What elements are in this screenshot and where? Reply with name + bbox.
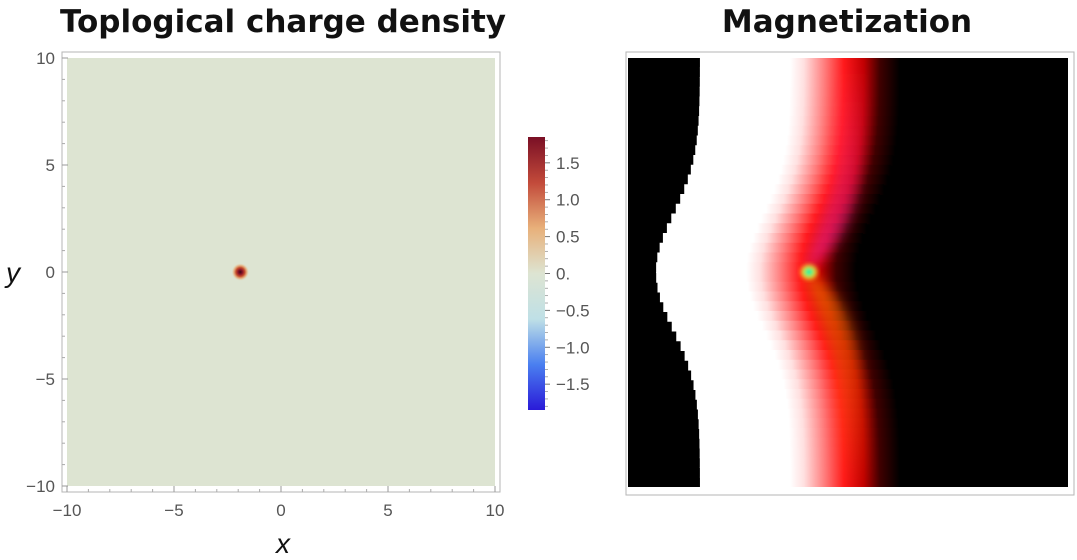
- y-tick-label: −5: [36, 370, 55, 389]
- wall-row: [696, 398, 897, 410]
- y-tick-label: −10: [26, 477, 55, 496]
- colorbar-bar: [528, 137, 545, 410]
- wall-row: [663, 301, 864, 312]
- density-background: [67, 58, 495, 486]
- x-tick-label: −10: [53, 501, 82, 520]
- wall-row: [698, 418, 899, 429]
- wall-row: [699, 106, 900, 117]
- wall-row: [699, 58, 900, 69]
- y-axis-label: y: [4, 257, 22, 288]
- colorbar-tick-label: 0.: [556, 265, 570, 284]
- wall-row: [699, 437, 900, 449]
- wall-row: [666, 223, 867, 234]
- wall-row: [699, 447, 900, 459]
- wall-row: [695, 389, 896, 400]
- wall-row: [695, 145, 896, 156]
- wall-row: [699, 457, 900, 468]
- wall-row: [680, 340, 881, 351]
- wall-row: [684, 350, 885, 361]
- colorbar-tick-label: −1.5: [556, 375, 590, 394]
- wall-row: [680, 194, 881, 205]
- wall-row: [662, 233, 863, 244]
- x-tick-label: 10: [486, 501, 505, 520]
- wall-row: [693, 379, 894, 390]
- wall-row: [699, 86, 900, 98]
- y-tick-label: 10: [36, 49, 55, 68]
- colorbar-tick-label: −0.5: [556, 301, 590, 320]
- wall-row: [671, 320, 872, 332]
- x-tick-group: −10 −5 0 5 10: [53, 486, 505, 520]
- wall-lower-tint: [806, 272, 870, 487]
- wall-row: [687, 174, 888, 186]
- wall-row: [699, 67, 900, 78]
- colorbar-tick-label: 0.5: [556, 228, 580, 247]
- wall-row: [699, 467, 900, 478]
- density-peak: [231, 263, 250, 281]
- wall-row: [656, 272, 857, 283]
- wall-row: [699, 77, 900, 88]
- wall-row: [697, 408, 898, 420]
- x-tick-label: 5: [383, 501, 392, 520]
- colorbar: 1.5 1.0 0.5 0. −0.5 −1.0 −1.5: [528, 137, 590, 410]
- magnetization-plot: [625, 51, 1075, 496]
- wall-row: [657, 281, 858, 293]
- wall-row: [667, 311, 868, 322]
- x-axis-label: x: [274, 528, 291, 559]
- wall-row: [659, 291, 860, 303]
- y-tick-label: 5: [46, 156, 55, 175]
- wall-row: [688, 359, 889, 371]
- colorbar-tick-label: 1.5: [556, 154, 580, 173]
- x-tick-label: −5: [164, 501, 183, 520]
- x-tick-label: 0: [276, 501, 285, 520]
- wall-row: [691, 369, 892, 381]
- wall-row: [693, 155, 894, 166]
- magnetization-title: Magnetization: [721, 4, 973, 40]
- wall-row: [698, 116, 899, 127]
- y-tick-group: 10 5 0 −5 −10: [26, 49, 68, 496]
- colorbar-tick-label: 1.0: [556, 191, 580, 210]
- wall-row: [690, 164, 891, 176]
- colorbar-tick-label: −1.0: [556, 338, 590, 357]
- wall-row: [671, 213, 872, 225]
- wall-row: [659, 242, 860, 254]
- charge-density-plot: −10 −5 0 5 10 10 5 0 −5 −10 x y: [4, 49, 504, 559]
- wall-upper-tint: [806, 58, 870, 270]
- wall-row: [656, 262, 857, 273]
- wall-row: [697, 125, 898, 137]
- domain-wall: [656, 58, 900, 487]
- charge-density-title: Toplogical charge density: [59, 4, 507, 40]
- wall-row: [699, 476, 900, 487]
- wall-row: [684, 184, 885, 195]
- colorbar-ticks: 1.5 1.0 0.5 0. −0.5 −1.0 −1.5: [545, 140, 590, 407]
- wall-row: [699, 96, 900, 108]
- wall-row: [675, 203, 876, 215]
- wall-row: [676, 330, 877, 342]
- vortex-core: [799, 263, 819, 281]
- wall-row: [696, 135, 897, 147]
- wall-row: [699, 428, 900, 439]
- y-tick-label: 0: [46, 263, 55, 282]
- wall-row: [657, 252, 858, 264]
